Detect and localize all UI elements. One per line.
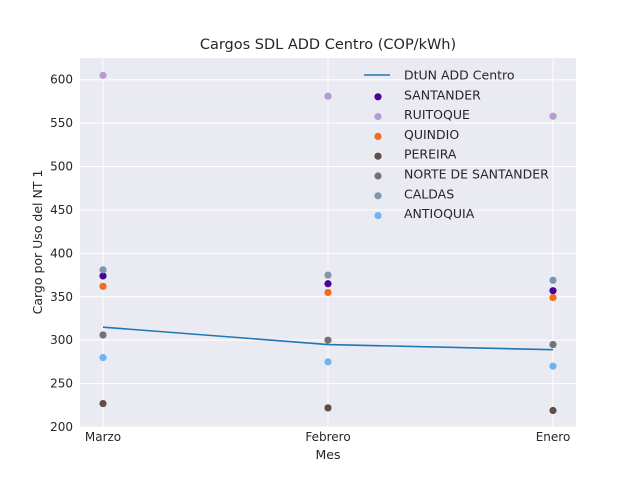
data-point-quindio (549, 294, 557, 302)
x-tick-label: Febrero (305, 430, 350, 444)
legend-marker (374, 132, 382, 140)
data-point-caldas (549, 276, 557, 284)
legend-label: RUITOQUE (404, 107, 470, 122)
legend-label: ANTIOQUIA (404, 206, 475, 221)
data-point-caldas (324, 271, 332, 279)
line-layer (102, 326, 554, 351)
points-layer (99, 71, 557, 415)
x-tick-label: Enero (536, 430, 571, 444)
data-point-antioquia (99, 353, 107, 362)
legend-label: PEREIRA (404, 147, 457, 162)
y-tick-label: 600 (50, 73, 73, 87)
y-tick-labels: 200 250 300 350 400 450 500 550 600 (50, 73, 73, 434)
legend-marker (374, 212, 382, 220)
data-point-caldas (99, 266, 107, 274)
data-point-norte-de-santander (549, 340, 557, 349)
data-point-santander (99, 272, 107, 280)
legend-marker (374, 172, 382, 180)
y-tick-label: 250 (50, 377, 73, 391)
data-point-antioquia (549, 362, 557, 370)
data-point-ruitoque (549, 112, 557, 120)
legend-marker (374, 93, 382, 101)
chart-title: Cargos SDL ADD Centro (COP/kWh) (200, 37, 456, 53)
legend-label: CALDAS (404, 186, 454, 201)
data-point-quindio (324, 288, 332, 297)
legend-label: SANTANDER (404, 87, 481, 102)
data-point-norte-de-santander (99, 331, 107, 339)
x-tick-labels: Marzo Febrero Enero (85, 430, 570, 444)
y-axis-label: Cargo por Uso del NT 1 (30, 170, 45, 315)
data-point-antioquia (324, 358, 332, 366)
legend-marker (374, 152, 382, 160)
series-line-dtun-add-centro (102, 326, 554, 351)
data-point-pereira (549, 406, 557, 415)
data-point-pereira (324, 404, 332, 412)
data-point-santander (324, 280, 332, 288)
y-tick-label: 550 (50, 116, 73, 130)
data-point-quindio (99, 282, 107, 290)
y-tick-label: 350 (50, 290, 73, 304)
x-tick-label: Marzo (85, 430, 121, 444)
x-axis-label: Mes (316, 447, 341, 462)
y-tick-label: 500 (50, 160, 73, 174)
legend-marker (374, 113, 382, 121)
data-point-norte-de-santander (324, 336, 332, 344)
legend-label: QUINDIO (404, 127, 459, 142)
data-point-ruitoque (324, 92, 332, 100)
legend-marker (374, 192, 382, 200)
y-tick-label: 450 (50, 203, 73, 217)
y-tick-label: 400 (50, 246, 73, 260)
y-tick-label: 300 (50, 333, 73, 347)
legend: DtUN ADD Centro SANTANDER RUITOQUE QUINDIO P… (364, 68, 549, 221)
data-point-ruitoque (99, 71, 107, 79)
legend-label: DtUN ADD Centro (404, 68, 515, 83)
legend-label: NORTE DE SANTANDER (404, 167, 549, 182)
y-tick-label: 200 (50, 420, 73, 434)
data-point-santander (549, 287, 557, 295)
data-point-pereira (99, 399, 107, 408)
